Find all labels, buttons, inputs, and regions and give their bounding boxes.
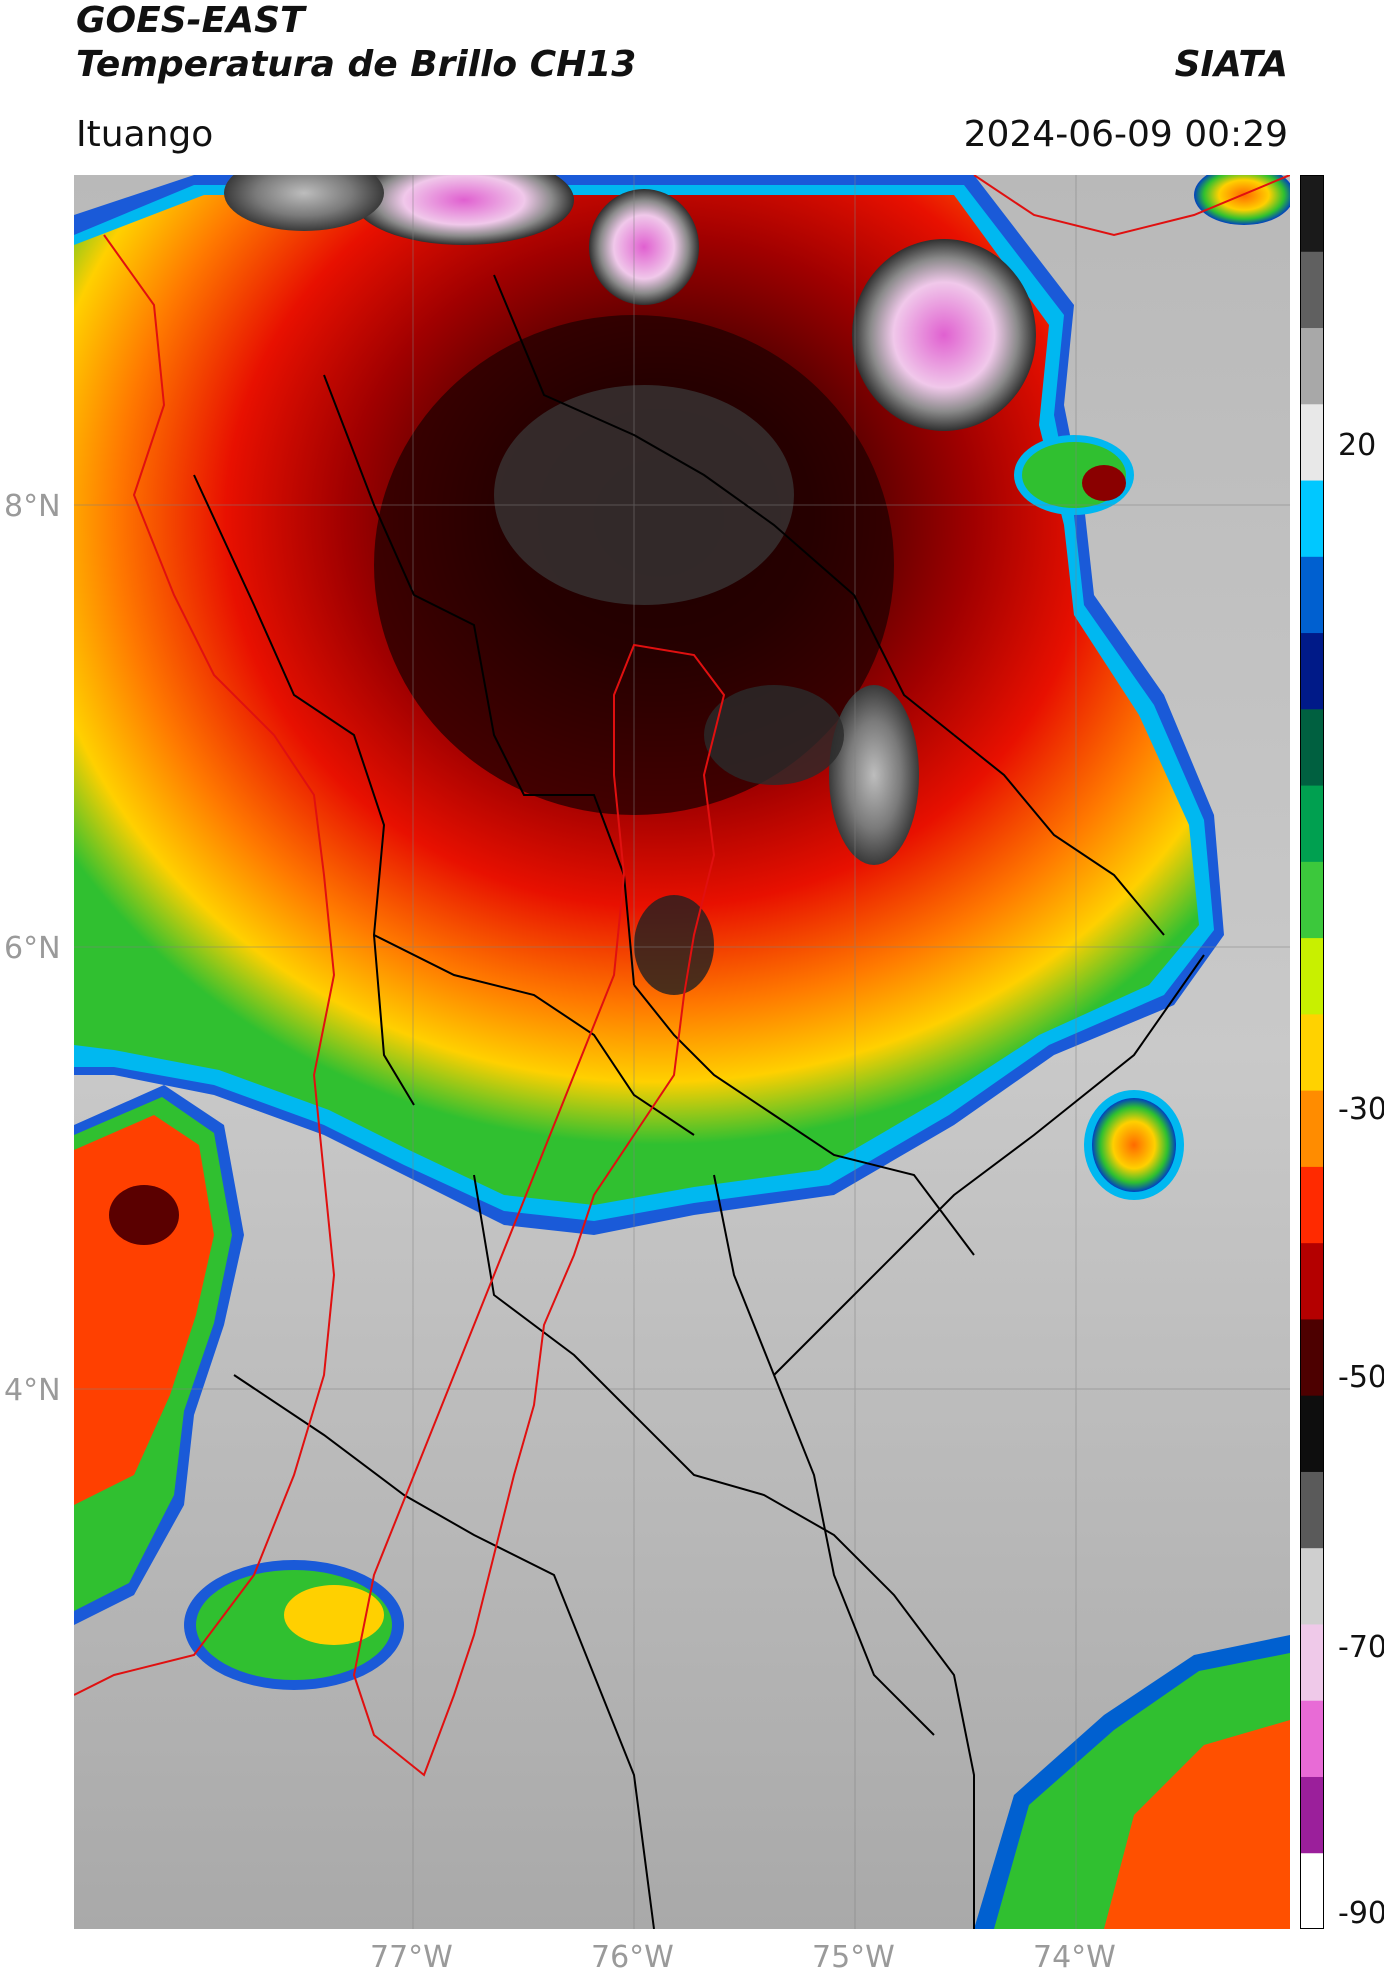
colorbar-band — [1300, 403, 1324, 481]
institution-label: SIATA — [1174, 44, 1288, 85]
colorbar-band — [1300, 1166, 1324, 1244]
cold-top-4 — [224, 175, 384, 231]
colorbar-band — [1300, 1395, 1324, 1472]
satellite-map — [74, 175, 1290, 1929]
colorbar-band — [1300, 251, 1324, 329]
colorbar-band — [1300, 1471, 1324, 1549]
lon-label-75w: 75°W — [812, 1940, 895, 1975]
colorbar-band — [1300, 861, 1324, 939]
cell-east — [1092, 1098, 1176, 1192]
colorbar-tick-minus70: -70 — [1338, 1630, 1384, 1665]
lon-label-76w: 76°W — [591, 1940, 674, 1975]
colorbar-band — [1300, 1852, 1324, 1929]
colorbar-band — [1300, 785, 1324, 862]
colorbar-tick-minus50: -50 — [1338, 1360, 1384, 1395]
colorbar-band — [1300, 327, 1324, 405]
cold-top-2 — [852, 239, 1036, 431]
lon-label-74w: 74°W — [1033, 1940, 1116, 1975]
cell-west-core — [74, 1115, 214, 1505]
colorbar-frame — [1300, 175, 1324, 1929]
cell-southwest-core — [284, 1585, 384, 1645]
cold-top-3 — [354, 175, 574, 245]
lat-label-6n: 6°N — [4, 931, 61, 966]
cell-southeast-core — [1104, 1720, 1290, 1929]
colorbar-band — [1300, 1013, 1324, 1091]
cell-west-dark — [109, 1185, 179, 1245]
municipal-borders — [193, 274, 1205, 1929]
colorbar-band — [1300, 1242, 1324, 1320]
storm-gray-core-4 — [634, 895, 714, 995]
grid — [74, 175, 1290, 1929]
colorbar-tick-minus90: -90 — [1338, 1896, 1384, 1931]
colorbar-band — [1300, 632, 1324, 710]
colorbar-band — [1300, 1623, 1324, 1701]
lat-label-4n: 4°N — [4, 1373, 61, 1408]
product-title: Temperatura de Brillo CH13 — [76, 44, 637, 85]
colorbar-band — [1300, 1776, 1324, 1854]
department-borders — [74, 175, 1290, 1777]
colorbar-band — [1300, 175, 1324, 252]
colorbar — [1300, 175, 1324, 1929]
colorbar-band — [1300, 1318, 1324, 1396]
storm-gray-core-3 — [704, 685, 844, 785]
colorbar-band — [1300, 708, 1324, 786]
colorbar-band — [1300, 1090, 1324, 1167]
colorbar-band — [1300, 480, 1324, 557]
region-label: Ituango — [76, 114, 214, 155]
datetime-label: 2024-06-09 00:29 — [963, 114, 1288, 155]
storm-gray-core-1 — [494, 385, 794, 605]
satellite-title: GOES-EAST — [76, 0, 305, 41]
lon-label-77w: 77°W — [370, 1940, 453, 1975]
colorbar-band — [1300, 1700, 1324, 1777]
colorbar-band — [1300, 1547, 1324, 1625]
colorbar-band — [1300, 937, 1324, 1015]
colorbar-band — [1300, 556, 1324, 634]
cell-northeast-core — [1082, 465, 1126, 501]
lat-label-8n: 8°N — [4, 489, 61, 524]
colorbar-tick-minus30: -30 — [1338, 1092, 1384, 1127]
cold-top-1 — [589, 189, 699, 305]
colorbar-tick-20: 20 — [1338, 428, 1377, 463]
cell-top-right — [1194, 175, 1290, 225]
storm-gray-core-2 — [829, 685, 919, 865]
